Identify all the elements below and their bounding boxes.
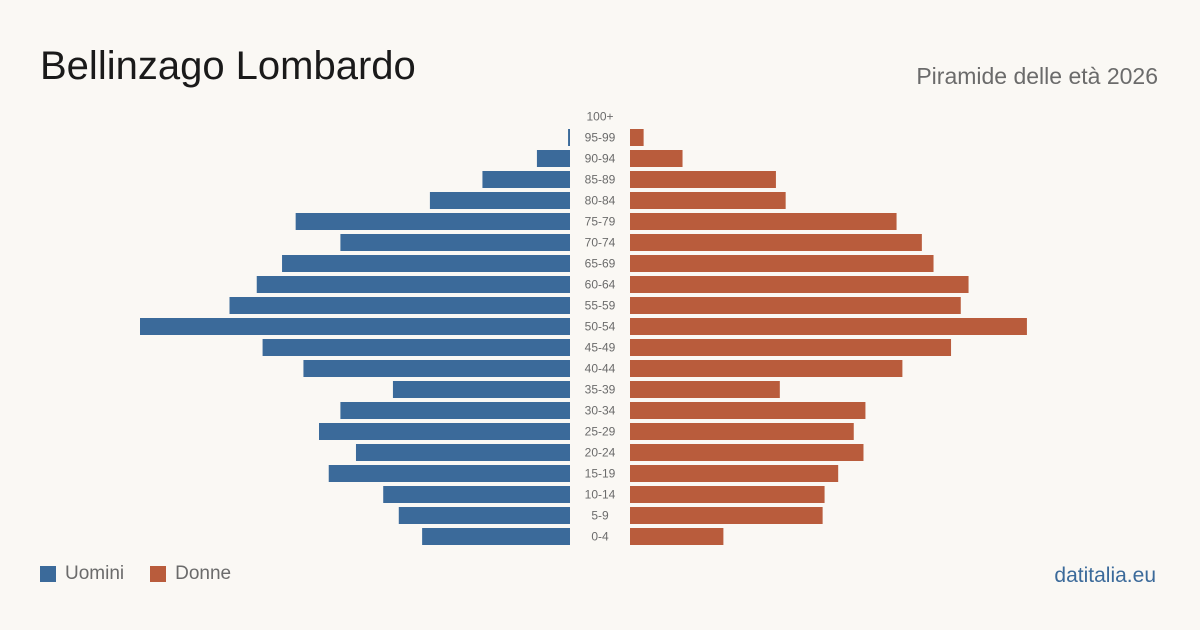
bar-male-65-69 <box>282 255 570 272</box>
bar-male-70-74 <box>340 234 570 251</box>
tick-label-45-49: 45-49 <box>585 341 616 355</box>
bar-female-5-9 <box>630 507 823 524</box>
age-group-labels: 100+ 95-99 90-94 85-89 80-84 75-79 70-74 65-69 6… <box>585 110 616 544</box>
bar-male-60-64 <box>256 276 570 293</box>
tick-label-30-34: 30-34 <box>585 404 616 418</box>
bar-female-15-19 <box>630 465 839 482</box>
chart-subtitle: Piramide delle età 2026 <box>916 63 1158 89</box>
tick-label-10-14: 10-14 <box>585 488 616 502</box>
tick-label-15-19: 15-19 <box>585 467 616 481</box>
legend-swatch-male <box>40 566 56 582</box>
bar-female-70-74 <box>630 234 922 251</box>
bar-male-10-14 <box>383 486 570 503</box>
bar-female-80-84 <box>630 192 786 209</box>
legend-label-female: Donne <box>175 563 232 584</box>
tick-label-55-59: 55-59 <box>585 299 616 313</box>
tick-label-70-74: 70-74 <box>585 236 616 250</box>
bar-male-50-54 <box>140 318 570 335</box>
bar-male-20-24 <box>355 444 570 461</box>
bar-female-60-64 <box>630 276 969 293</box>
bar-male-75-79 <box>295 213 570 230</box>
tick-label-65-69: 65-69 <box>585 257 616 271</box>
bar-male-90-94 <box>536 150 570 167</box>
bar-female-50-54 <box>630 318 1027 335</box>
tick-label-25-29: 25-29 <box>585 425 616 439</box>
bar-male-40-44 <box>303 360 570 377</box>
bar-female-95-99 <box>630 129 644 146</box>
tick-label-85-89: 85-89 <box>585 173 616 187</box>
bar-female-65-69 <box>630 255 934 272</box>
bar-female-20-24 <box>630 444 864 461</box>
legend-item-male: Uomini <box>40 563 124 585</box>
tick-label-35-39: 35-39 <box>585 383 616 397</box>
tick-label-5-9: 5-9 <box>591 509 609 523</box>
bar-female-10-14 <box>630 486 825 503</box>
legend-item-female: Donne <box>150 563 231 585</box>
tick-label-20-24: 20-24 <box>585 446 616 460</box>
page-title: Bellinzago Lombardo <box>40 44 416 88</box>
tick-label-95-99: 95-99 <box>585 131 616 145</box>
bar-female-75-79 <box>630 213 897 230</box>
bar-male-0-4 <box>422 528 570 545</box>
legend-label-male: Uomini <box>65 563 125 584</box>
bar-male-30-34 <box>340 402 570 419</box>
bar-female-85-89 <box>630 171 776 188</box>
tick-label-0-4: 0-4 <box>591 530 609 544</box>
bar-male-5-9 <box>398 507 570 524</box>
bar-male-35-39 <box>392 381 570 398</box>
bar-female-35-39 <box>630 381 780 398</box>
bar-male-80-84 <box>429 192 570 209</box>
bar-male-45-49 <box>262 339 570 356</box>
tick-label-40-44: 40-44 <box>585 362 616 376</box>
male-bars <box>140 129 570 545</box>
bar-male-85-89 <box>482 171 570 188</box>
legend-swatch-female <box>150 566 167 582</box>
bar-female-55-59 <box>630 297 961 314</box>
bar-female-45-49 <box>630 339 952 356</box>
bar-male-15-19 <box>328 465 570 482</box>
bar-male-55-59 <box>229 297 570 314</box>
bar-female-40-44 <box>630 360 903 377</box>
chart-legend: Uomini Donne <box>40 563 257 585</box>
bar-male-25-29 <box>319 423 570 440</box>
bar-female-90-94 <box>630 150 683 167</box>
tick-label-100plus: 100+ <box>586 110 613 124</box>
tick-label-50-54: 50-54 <box>585 320 616 334</box>
tick-label-75-79: 75-79 <box>585 215 616 229</box>
bar-male-95-99 <box>568 129 570 146</box>
bar-female-30-34 <box>630 402 866 419</box>
tick-label-60-64: 60-64 <box>585 278 616 292</box>
tick-label-90-94: 90-94 <box>585 152 616 166</box>
bar-female-0-4 <box>630 528 724 545</box>
bar-female-25-29 <box>630 423 854 440</box>
source-link[interactable]: datitalia.eu <box>1054 564 1156 587</box>
tick-label-80-84: 80-84 <box>585 194 616 208</box>
female-bars <box>630 129 1027 545</box>
